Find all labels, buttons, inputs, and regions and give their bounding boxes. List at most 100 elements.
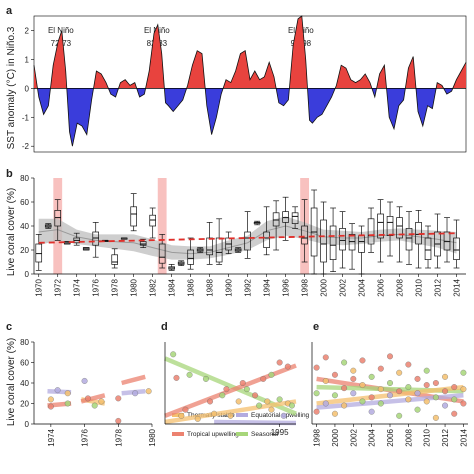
coral-point <box>377 365 384 372</box>
coral-point <box>223 386 230 393</box>
box <box>320 219 327 263</box>
y-tick-label: 20 <box>20 400 29 409</box>
coral-point <box>64 390 71 397</box>
coral-point <box>451 396 458 403</box>
coral-point <box>211 410 218 417</box>
x-tick-label: 2014 <box>459 428 468 446</box>
coral-point <box>387 380 394 387</box>
box <box>377 213 384 239</box>
coral-point <box>256 402 263 409</box>
coral-point <box>64 400 71 407</box>
coral-point <box>341 359 348 366</box>
box <box>348 234 356 251</box>
x-tick-label: 2010 <box>415 278 424 296</box>
coral-point <box>368 408 375 415</box>
coral-point <box>235 398 242 405</box>
x-tick-label: 2000 <box>320 278 329 296</box>
box <box>339 228 346 251</box>
coral-point <box>186 371 193 378</box>
coral-point <box>350 367 357 374</box>
el-nino-highlight <box>157 178 167 274</box>
x-tick-label: 1990 <box>225 278 234 296</box>
coral-point <box>387 392 394 399</box>
legend-swatch <box>236 413 248 417</box>
x-tick-label: 2006 <box>386 428 395 446</box>
legend-label: Tropical upwelling <box>187 431 239 438</box>
box <box>158 243 166 264</box>
panel-label-a: a <box>6 5 13 17</box>
coral-point <box>368 373 375 380</box>
x-tick-label: 2006 <box>377 278 386 296</box>
y-tick-label: 0 <box>25 84 30 93</box>
coral-point <box>182 406 189 413</box>
panel-label-c: c <box>6 321 12 333</box>
y-tick-label: 1 <box>25 55 30 64</box>
x-tick-label: 2002 <box>339 278 348 296</box>
group-trend-line <box>316 393 464 410</box>
box <box>272 212 280 227</box>
box <box>443 231 451 251</box>
box <box>111 254 118 265</box>
coral-point <box>405 384 412 391</box>
x-tick-label: 2010 <box>423 428 432 446</box>
panel-c-ylabel: Live coral cover (%) <box>6 338 17 426</box>
coral-point <box>178 412 185 419</box>
coral-point <box>396 412 403 419</box>
y-tick-label: 80 <box>20 174 29 183</box>
box <box>130 206 137 227</box>
coral-point <box>170 351 177 358</box>
y-tick-label: 2 <box>25 26 30 35</box>
coral-point <box>405 361 412 368</box>
group-trend-line <box>80 393 106 404</box>
coral-point <box>84 395 91 402</box>
coral-point <box>442 388 449 395</box>
x-tick-label: 1972 <box>54 278 63 296</box>
coral-point <box>396 369 403 376</box>
coral-point <box>313 408 320 415</box>
coral-point <box>268 371 275 378</box>
el-nino-annotation: El Niño 72-73 El Niño 82-83 El Niño 97-9… <box>48 26 314 48</box>
box <box>282 211 289 223</box>
panel-label-b: b <box>6 168 13 180</box>
sst-positive-area <box>34 16 466 89</box>
y-tick-label: -2 <box>22 142 30 151</box>
coral-point <box>322 354 329 361</box>
coral-point <box>396 388 403 395</box>
coral-point <box>280 412 287 419</box>
x-tick-label: 2004 <box>358 278 367 296</box>
x-tick-label: 1978 <box>114 428 123 446</box>
box <box>396 217 403 239</box>
coral-point <box>432 380 439 387</box>
coral-point <box>115 395 122 402</box>
coral-point <box>377 386 384 393</box>
coral-point <box>423 367 430 374</box>
x-tick-label: 1976 <box>92 278 101 296</box>
y-tick-label: -1 <box>22 113 30 122</box>
x-tick-label: 2000 <box>331 428 340 446</box>
group-trend-line <box>121 374 146 386</box>
sst-negative-area <box>37 88 453 147</box>
legend-swatch <box>172 413 184 417</box>
coral-point <box>313 390 320 397</box>
coral-point <box>284 363 291 370</box>
coral-point <box>276 359 283 366</box>
coral-point <box>194 415 201 422</box>
box <box>35 243 43 263</box>
coral-point <box>350 375 357 382</box>
coral-point <box>442 373 449 380</box>
y-tick-label: 20 <box>20 246 29 255</box>
coral-point <box>377 400 384 407</box>
coral-point <box>359 398 366 405</box>
coral-point <box>405 396 412 403</box>
annotation-line1: El Niño <box>48 26 74 35</box>
y-tick-label: 60 <box>20 198 29 207</box>
y-tick-label: 0 <box>25 420 30 429</box>
coral-point <box>202 375 209 382</box>
y-tick-label: 80 <box>20 338 29 347</box>
x-tick-label: 1996 <box>282 278 291 296</box>
legend-label: Equatorial upwelling <box>251 412 310 419</box>
x-tick-label: 2012 <box>434 278 443 296</box>
sst-line <box>33 15 467 147</box>
x-tick-label: 2008 <box>404 428 413 446</box>
x-tick-label: 1984 <box>168 278 177 296</box>
